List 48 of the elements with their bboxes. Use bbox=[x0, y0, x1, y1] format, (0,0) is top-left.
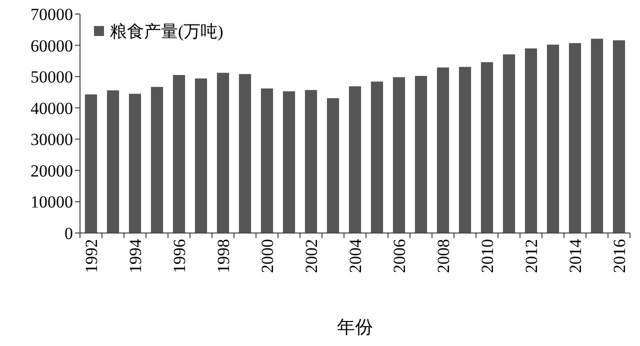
bar bbox=[172, 75, 186, 233]
x-tick-label: 2004 bbox=[346, 238, 365, 273]
x-tick-label: 2014 bbox=[566, 238, 585, 273]
y-tick-label: 60000 bbox=[30, 36, 73, 56]
bar bbox=[612, 40, 626, 233]
legend-label: 粮食产量(万吨) bbox=[110, 22, 224, 41]
x-tick-label: 1994 bbox=[126, 238, 145, 273]
bar bbox=[458, 66, 472, 233]
x-tick-label: 2002 bbox=[302, 239, 321, 273]
x-tick-label: 2000 bbox=[258, 239, 277, 273]
bar bbox=[524, 48, 538, 233]
bar bbox=[546, 44, 560, 233]
y-tick-label: 50000 bbox=[30, 68, 73, 87]
y-tick-label: 10000 bbox=[30, 192, 73, 212]
bar bbox=[414, 76, 428, 233]
x-tick-label: 2012 bbox=[522, 239, 541, 273]
bar bbox=[304, 90, 318, 233]
y-tick-label: 20000 bbox=[30, 161, 73, 180]
bar bbox=[238, 74, 252, 233]
bar bbox=[216, 72, 230, 233]
x-tick-label: 2008 bbox=[434, 239, 453, 273]
x-tick-label: 1998 bbox=[214, 239, 233, 273]
bar bbox=[260, 88, 274, 233]
bar bbox=[106, 90, 120, 233]
y-tick-label: 40000 bbox=[30, 98, 73, 118]
bar bbox=[568, 43, 582, 233]
y-tick-label: 0 bbox=[64, 224, 73, 243]
bar bbox=[392, 77, 406, 233]
x-tick-label: 1992 bbox=[82, 239, 101, 273]
bar bbox=[194, 78, 208, 233]
bar bbox=[370, 82, 384, 233]
y-tick-label: 70000 bbox=[30, 5, 73, 24]
bar bbox=[502, 54, 516, 233]
bar bbox=[150, 86, 164, 233]
bar bbox=[128, 94, 142, 233]
x-tick-label: 2006 bbox=[390, 239, 409, 273]
bar bbox=[84, 94, 98, 233]
bar bbox=[282, 91, 296, 233]
bar bbox=[590, 38, 604, 233]
x-tick-label: 2016 bbox=[610, 239, 629, 273]
x-axis-title: 年份 bbox=[337, 317, 373, 337]
x-tick-label: 1996 bbox=[170, 239, 189, 273]
bar bbox=[326, 98, 340, 233]
x-tick-label: 2010 bbox=[478, 239, 497, 273]
bar bbox=[348, 86, 362, 233]
bar bbox=[480, 62, 494, 233]
y-tick-label: 30000 bbox=[30, 130, 73, 150]
bar bbox=[436, 68, 450, 233]
